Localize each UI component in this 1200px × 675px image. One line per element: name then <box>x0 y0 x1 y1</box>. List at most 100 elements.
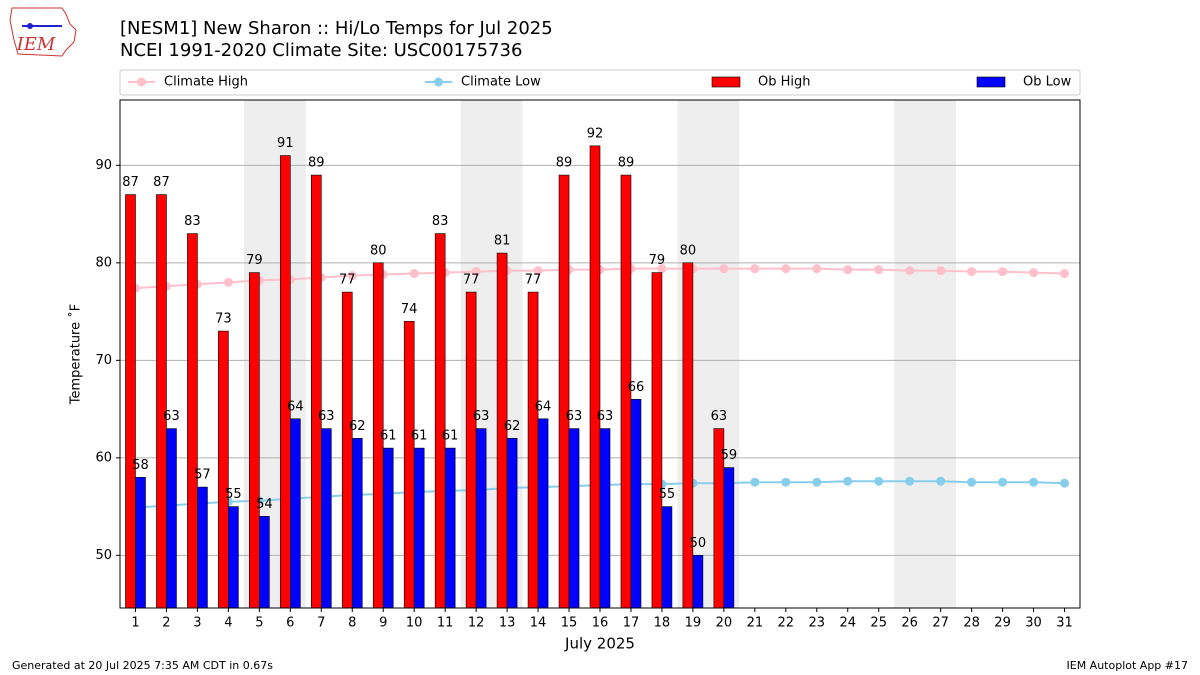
marker <box>843 265 853 275</box>
data-label: 77 <box>525 273 542 288</box>
logo-dot <box>27 23 33 29</box>
data-label: 89 <box>308 156 325 171</box>
weekend-shade <box>894 100 957 608</box>
data-label: 62 <box>349 419 366 434</box>
x-tick-label: 11 <box>437 616 454 631</box>
bar <box>682 262 694 609</box>
legend-marker <box>434 77 443 87</box>
data-label: 87 <box>122 175 139 190</box>
bar <box>475 428 487 609</box>
marker <box>719 264 729 274</box>
data-label: 63 <box>566 409 583 424</box>
marker <box>750 264 760 274</box>
marker <box>812 264 822 274</box>
marker <box>533 266 543 276</box>
x-tick-label: 29 <box>994 616 1011 631</box>
data-label: 81 <box>494 234 511 249</box>
data-label: 74 <box>401 302 418 317</box>
legend-label: Ob High <box>758 75 811 90</box>
marker <box>1029 477 1039 487</box>
chart-subtitle: NCEI 1991-2020 Climate Site: USC00175736 <box>120 40 522 61</box>
data-label: 89 <box>618 156 635 171</box>
data-label: 63 <box>473 409 490 424</box>
x-tick-label: 3 <box>193 616 201 631</box>
data-label: 54 <box>256 497 273 512</box>
bar <box>661 506 673 609</box>
marker <box>781 264 791 274</box>
x-tick-label: 24 <box>839 616 856 631</box>
data-label: 79 <box>649 253 666 268</box>
x-tick-label: 12 <box>468 616 485 631</box>
legend-box <box>119 69 1081 96</box>
x-tick-label: 8 <box>348 616 356 631</box>
bar <box>558 174 570 609</box>
data-label: 50 <box>690 536 707 551</box>
bar <box>568 428 580 609</box>
legend-marker <box>137 77 146 87</box>
data-label: 73 <box>215 312 232 327</box>
data-label: 80 <box>680 243 697 258</box>
x-tick-label: 7 <box>317 616 325 631</box>
x-tick-label: 21 <box>747 616 764 631</box>
data-label: 55 <box>659 487 676 502</box>
x-tick-label: 19 <box>685 616 702 631</box>
bar <box>692 555 704 609</box>
marker <box>1029 268 1039 278</box>
legend-label: Climate Low <box>461 75 541 90</box>
y-tick-label: 50 <box>95 548 112 563</box>
marker <box>998 267 1008 277</box>
marker <box>998 477 1008 487</box>
bar <box>228 506 239 609</box>
data-label: 63 <box>711 409 728 424</box>
data-label: 66 <box>628 380 645 395</box>
data-label: 80 <box>370 243 387 258</box>
data-label: 64 <box>535 399 552 414</box>
marker <box>936 266 946 276</box>
x-tick-label: 22 <box>778 616 795 631</box>
chart-title: [NESM1] New Sharon :: Hi/Lo Temps for Ju… <box>120 18 553 39</box>
data-label: 57 <box>194 468 211 483</box>
bar <box>135 477 146 609</box>
bar <box>599 428 611 609</box>
marker <box>936 476 946 486</box>
y-tick-label: 70 <box>95 353 112 368</box>
marker <box>967 477 977 487</box>
data-label: 63 <box>318 409 335 424</box>
marker <box>905 266 915 276</box>
legend-label: Ob Low <box>1023 75 1072 90</box>
bar <box>506 438 518 609</box>
data-label: 58 <box>132 458 149 473</box>
data-label: 63 <box>163 409 180 424</box>
data-label: 55 <box>225 487 242 502</box>
marker <box>657 264 667 274</box>
bar <box>280 155 291 609</box>
data-label: 64 <box>287 399 304 414</box>
x-tick-label: 10 <box>406 616 423 631</box>
marker <box>843 476 853 486</box>
x-tick-label: 30 <box>1025 616 1042 631</box>
marker <box>223 277 233 287</box>
marker <box>347 271 357 281</box>
data-label: 83 <box>184 214 201 229</box>
bar <box>434 233 446 609</box>
bar <box>187 233 198 609</box>
data-label: 63 <box>597 409 614 424</box>
data-label: 61 <box>411 429 428 444</box>
marker <box>471 267 481 277</box>
y-axis-label: Temperature ˚F <box>68 304 84 405</box>
legend-label: Climate High <box>164 75 248 90</box>
legend-swatch <box>711 76 741 88</box>
marker <box>812 477 822 487</box>
x-tick-label: 23 <box>809 616 826 631</box>
x-tick-label: 9 <box>379 616 387 631</box>
logo: IEM <box>9 7 77 57</box>
marker <box>409 269 419 279</box>
x-tick-label: 20 <box>716 616 733 631</box>
bar <box>218 330 229 609</box>
data-label: 77 <box>339 273 356 288</box>
footer-right: IEM Autoplot App #17 <box>1067 659 1189 672</box>
x-tick-label: 28 <box>963 616 980 631</box>
bar <box>310 174 322 609</box>
x-tick-label: 5 <box>255 616 263 631</box>
x-tick-label: 17 <box>623 616 640 631</box>
